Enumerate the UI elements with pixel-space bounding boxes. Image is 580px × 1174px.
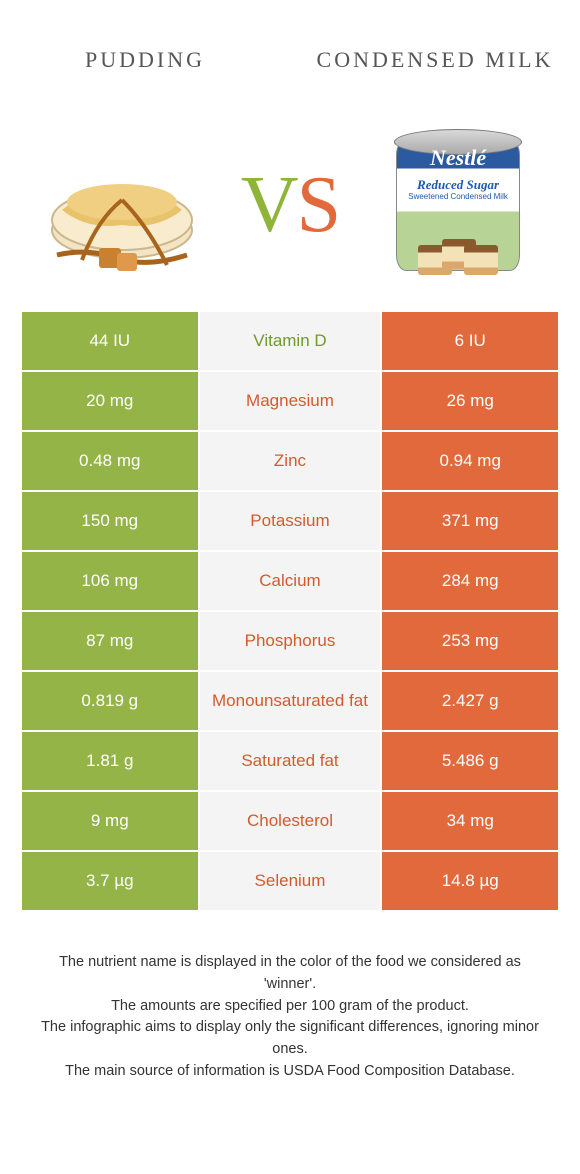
nutrient-name: Zinc (200, 432, 381, 490)
table-row: 0.48 mgZinc0.94 mg (22, 432, 558, 490)
value-right: 253 mg (382, 612, 558, 670)
titles-row: PUDDING CONDENSED MILK (0, 0, 580, 120)
value-right: 14.8 µg (382, 852, 558, 910)
vs-label: VS (241, 160, 339, 251)
images-row: VS Nestlé Reduced Sugar Sweetened Conden… (0, 120, 580, 310)
footer-line: The nutrient name is displayed in the co… (40, 952, 540, 996)
nutrient-name: Calcium (200, 552, 381, 610)
vs-v: V (241, 161, 297, 249)
can-brand: Nestlé (388, 145, 528, 171)
title-left: PUDDING (0, 47, 290, 73)
nutrient-name: Magnesium (200, 372, 381, 430)
table-row: 20 mgMagnesium26 mg (22, 372, 558, 430)
vs-s: S (297, 161, 340, 249)
table-row: 150 mgPotassium371 mg (22, 492, 558, 550)
value-left: 44 IU (22, 312, 198, 370)
nutrient-name: Selenium (200, 852, 381, 910)
can-line1: Reduced Sugar (388, 177, 528, 193)
value-right: 371 mg (382, 492, 558, 550)
comparison-table: 44 IUVitamin D6 IU20 mgMagnesium26 mg0.4… (20, 310, 560, 912)
table-row: 44 IUVitamin D6 IU (22, 312, 558, 370)
nutrient-name: Potassium (200, 492, 381, 550)
footer-notes: The nutrient name is displayed in the co… (0, 912, 580, 1083)
value-right: 0.94 mg (382, 432, 558, 490)
nutrient-name: Cholesterol (200, 792, 381, 850)
table-row: 9 mgCholesterol34 mg (22, 792, 558, 850)
table-row: 87 mgPhosphorus253 mg (22, 612, 558, 670)
value-left: 9 mg (22, 792, 198, 850)
value-right: 34 mg (382, 792, 558, 850)
value-right: 5.486 g (382, 732, 558, 790)
nutrient-name: Monounsaturated fat (200, 672, 381, 730)
value-left: 150 mg (22, 492, 198, 550)
value-left: 106 mg (22, 552, 198, 610)
value-right: 26 mg (382, 372, 558, 430)
value-right: 6 IU (382, 312, 558, 370)
value-left: 1.81 g (22, 732, 198, 790)
nutrient-name: Phosphorus (200, 612, 381, 670)
title-right: CONDENSED MILK (290, 47, 580, 73)
value-right: 284 mg (382, 552, 558, 610)
nutrient-name: Vitamin D (200, 312, 381, 370)
footer-line: The amounts are specified per 100 gram o… (40, 996, 540, 1018)
value-left: 20 mg (22, 372, 198, 430)
value-left: 0.819 g (22, 672, 198, 730)
footer-line: The infographic aims to display only the… (40, 1017, 540, 1061)
table-row: 3.7 µgSelenium14.8 µg (22, 852, 558, 910)
can-line2: Sweetened Condensed Milk (388, 192, 528, 201)
table-row: 106 mgCalcium284 mg (22, 552, 558, 610)
table-row: 1.81 gSaturated fat5.486 g (22, 732, 558, 790)
nutrient-name: Saturated fat (200, 732, 381, 790)
pudding-image (37, 125, 207, 285)
condensed-milk-image: Nestlé Reduced Sugar Sweetened Condensed… (373, 125, 543, 285)
value-left: 0.48 mg (22, 432, 198, 490)
value-left: 3.7 µg (22, 852, 198, 910)
footer-line: The main source of information is USDA F… (40, 1061, 540, 1083)
table-row: 0.819 gMonounsaturated fat2.427 g (22, 672, 558, 730)
value-right: 2.427 g (382, 672, 558, 730)
value-left: 87 mg (22, 612, 198, 670)
